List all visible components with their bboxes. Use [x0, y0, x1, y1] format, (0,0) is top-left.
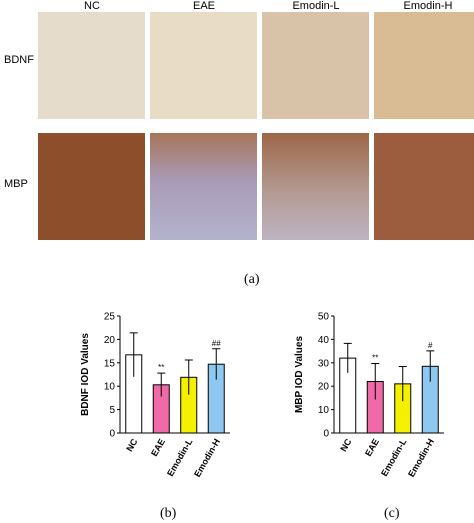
chart-0-y-tick-label: 20 — [104, 335, 116, 346]
micrograph-mbp-emodin-h — [374, 133, 474, 240]
chart-0-y-axis-label: BDNF IOD Values — [80, 333, 91, 416]
chart-1-y-tick-label: 0 — [323, 429, 329, 440]
chart-1-y-tick-label: 40 — [318, 335, 330, 346]
chart-0-y-tick-label: 25 — [104, 312, 116, 323]
chart-0-y-tick-label: 15 — [104, 358, 116, 369]
chart-0-x-tick-label: NC — [124, 437, 139, 454]
column-header-nc: NC — [84, 0, 100, 12]
column-header-eae: EAE — [192, 0, 215, 12]
caption-a: (a) — [244, 272, 260, 287]
chart-0-x-tick-label: EAE — [149, 437, 167, 458]
chart-0-x-tick-label: Emodin-H — [192, 437, 222, 479]
chart-0-significance-mark: ** — [158, 363, 164, 372]
chart-0-y-tick-label: 0 — [109, 429, 115, 440]
chart-0-significance-mark: ## — [212, 339, 221, 348]
chart-0-y-tick-label: 5 — [109, 405, 115, 416]
micrograph-bdnf-nc — [38, 12, 145, 119]
chart-1-x-tick-label: EAE — [363, 437, 381, 458]
caption-c: (c) — [384, 506, 400, 521]
chart-1-y-tick-label: 10 — [318, 405, 330, 416]
micrograph-bdnf-eae — [150, 12, 257, 119]
micrograph-bdnf-emodin-l — [262, 12, 369, 119]
micrograph-mbp-emodin-l — [262, 133, 369, 240]
chart-bdnf-iod: 0 5 10 15 20 25 BDNF IOD Values NC ** EAEEmodin-L… — [80, 312, 230, 479]
micrograph-mbp-nc — [38, 133, 145, 240]
chart-mbp-iod: 0 10 20 30 40 50 MBP IOD Values NC ** EAEEmodin-L… — [294, 312, 444, 479]
chart-0-y-tick-label: 10 — [104, 382, 116, 393]
chart-1-y-tick-label: 50 — [318, 312, 330, 323]
chart-0-x-tick-label: Emodin-L — [165, 437, 195, 478]
row-label-mbp: MBP — [4, 178, 28, 190]
chart-1-y-axis-label: MBP IOD Values — [294, 336, 305, 414]
chart-1-x-tick-label: Emodin-L — [379, 437, 409, 478]
chart-1-y-tick-label: 20 — [318, 382, 330, 393]
chart-1-y-tick-label: 30 — [318, 358, 330, 369]
caption-b: (b) — [160, 506, 177, 521]
chart-1-significance-mark: # — [428, 341, 433, 350]
column-header-emodin-l: Emodin-L — [292, 0, 340, 12]
micrograph-bdnf-emodin-h — [374, 12, 474, 119]
column-header-emodin-h: Emodin-H — [403, 0, 453, 12]
chart-1-x-tick-label: Emodin-H — [406, 437, 436, 479]
chart-1-significance-mark: ** — [372, 354, 378, 363]
chart-1-x-tick-label: NC — [338, 437, 353, 454]
row-label-bdnf: BDNF — [4, 54, 34, 66]
micrograph-mbp-eae — [150, 133, 257, 240]
